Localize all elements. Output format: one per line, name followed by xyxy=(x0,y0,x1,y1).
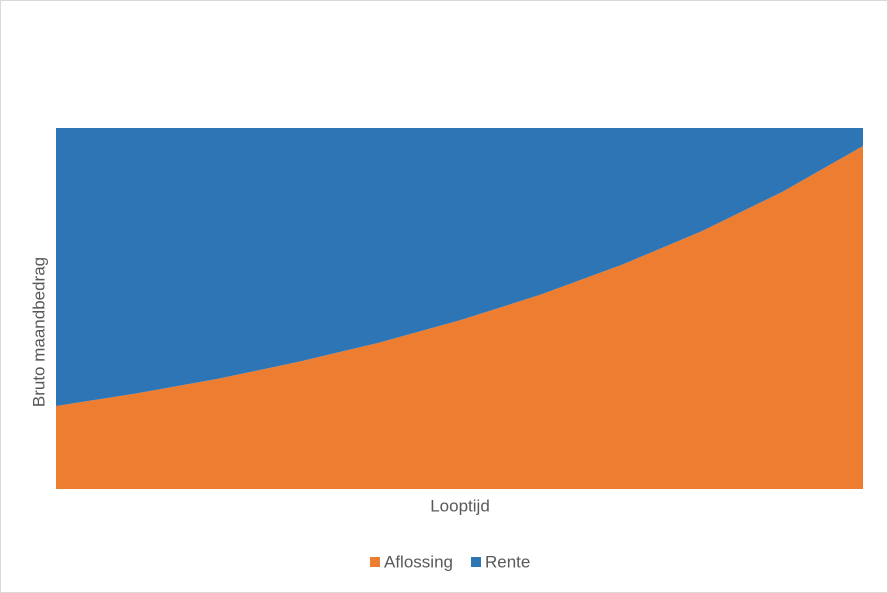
legend-label: Aflossing xyxy=(384,552,453,571)
y-axis-title: Bruto maandbedrag xyxy=(29,257,48,407)
area xyxy=(56,128,863,406)
legend-swatch xyxy=(370,557,380,567)
legend-swatch xyxy=(470,557,481,567)
legend-label: Rente xyxy=(485,552,530,571)
x-axis-title: Looptijd xyxy=(430,496,490,515)
area xyxy=(56,146,863,490)
